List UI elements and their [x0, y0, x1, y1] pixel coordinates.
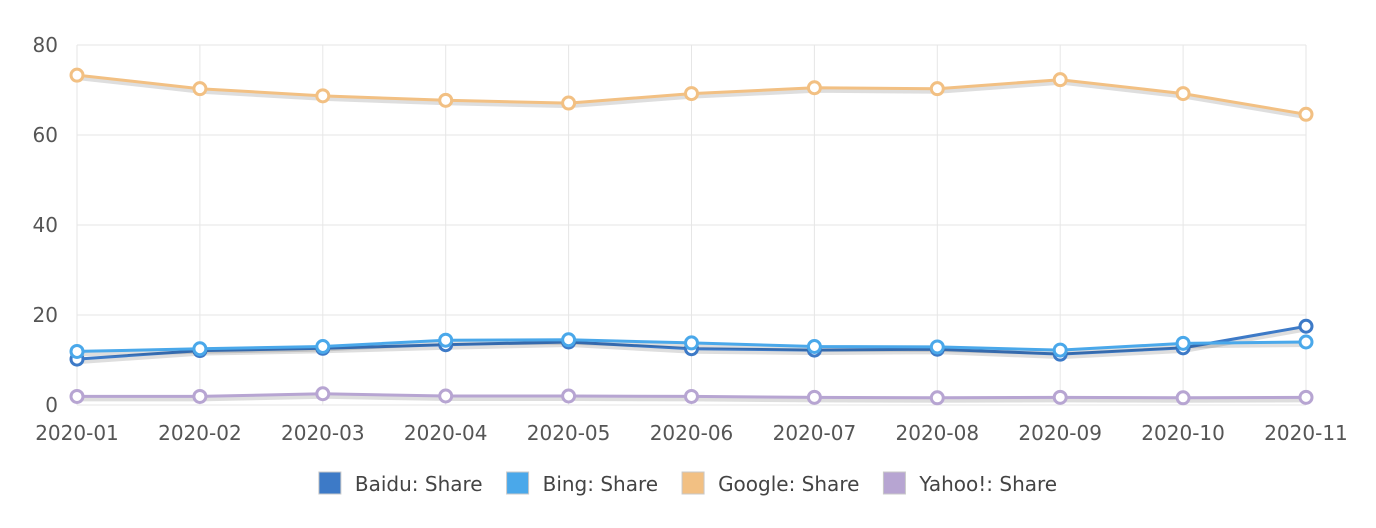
legend-swatch-2[interactable] — [681, 471, 705, 495]
data-point[interactable] — [1052, 342, 1068, 358]
x-tick-label: 2020-04 — [404, 421, 488, 445]
data-point[interactable] — [806, 389, 822, 405]
data-point[interactable] — [1052, 72, 1068, 88]
data-point[interactable] — [192, 388, 208, 404]
data-point[interactable] — [806, 339, 822, 354]
data-point[interactable] — [192, 341, 208, 357]
x-tick-label: 2020-11 — [1264, 421, 1348, 445]
legend-swatch-1[interactable] — [506, 471, 530, 495]
x-tick-label: 2020-03 — [281, 421, 365, 445]
x-tick-label: 2020-07 — [773, 421, 857, 445]
x-tick-label: 2020-09 — [1018, 421, 1102, 445]
y-tick-label: 60 — [33, 123, 58, 147]
data-point[interactable] — [1175, 390, 1191, 406]
data-point[interactable] — [806, 80, 822, 96]
data-point[interactable] — [1298, 106, 1314, 122]
legend-label: Google: Share — [718, 472, 859, 496]
data-point[interactable] — [438, 388, 454, 404]
y-axis: 0 20 40 60 80 — [33, 33, 58, 417]
y-tick-label: 80 — [33, 33, 58, 57]
x-tick-label: 2020-08 — [896, 421, 980, 445]
series-layer — [69, 67, 1314, 406]
data-point[interactable] — [561, 388, 577, 404]
legend-swatch-0[interactable] — [318, 471, 342, 495]
data-point[interactable] — [315, 88, 331, 104]
x-tick-label: 2020-05 — [527, 421, 611, 445]
data-point[interactable] — [1052, 389, 1068, 405]
y-tick-label: 0 — [45, 393, 58, 417]
data-point[interactable] — [929, 390, 945, 406]
legend-label: Baidu: Share — [355, 472, 483, 496]
data-point[interactable] — [315, 386, 331, 402]
data-point[interactable] — [438, 332, 454, 348]
series-2 — [69, 67, 1314, 122]
legend-swatch-3[interactable] — [882, 471, 906, 495]
x-tick-label: 2020-01 — [35, 421, 119, 445]
data-point[interactable] — [315, 339, 331, 354]
y-tick-label: 20 — [33, 303, 58, 327]
series-3 — [69, 386, 1314, 406]
data-point[interactable] — [1298, 334, 1314, 350]
data-point[interactable] — [1175, 86, 1191, 102]
data-point[interactable] — [684, 335, 699, 351]
x-tick-label: 2020-02 — [158, 421, 242, 445]
data-point[interactable] — [684, 388, 699, 404]
series-1 — [69, 332, 1314, 359]
data-point[interactable] — [1298, 318, 1314, 334]
y-tick-label: 40 — [33, 213, 58, 237]
data-point[interactable] — [69, 67, 85, 83]
legend-label: Yahoo!: Share — [918, 472, 1057, 496]
data-point[interactable] — [69, 343, 85, 359]
data-point[interactable] — [192, 81, 208, 97]
data-point[interactable] — [438, 92, 454, 108]
data-point[interactable] — [561, 95, 577, 111]
legend-label: Bing: Share — [543, 472, 658, 496]
data-point[interactable] — [684, 86, 699, 102]
x-axis: 2020-01 2020-02 2020-03 2020-04 2020-05 2020-… — [35, 421, 1348, 445]
data-point[interactable] — [929, 339, 945, 355]
data-point[interactable] — [1175, 335, 1191, 351]
data-point[interactable] — [561, 332, 577, 348]
x-tick-label: 2020-10 — [1141, 421, 1225, 445]
data-point[interactable] — [929, 81, 945, 97]
data-point[interactable] — [69, 388, 85, 404]
data-point[interactable] — [1298, 389, 1314, 405]
legend: Baidu: Share Bing: Share Google: Share Yaho… — [318, 471, 1057, 496]
x-tick-label: 2020-06 — [650, 421, 734, 445]
